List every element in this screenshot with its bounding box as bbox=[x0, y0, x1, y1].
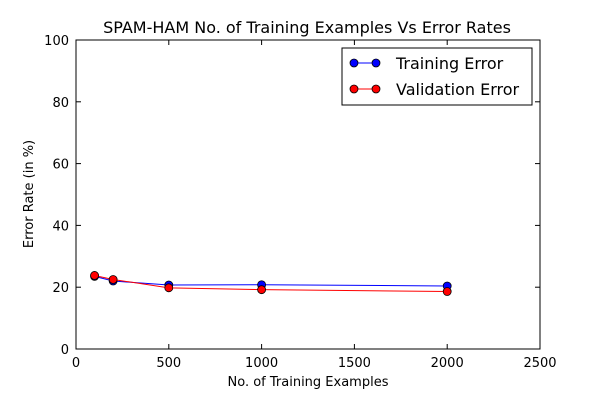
x-tick-label: 0 bbox=[72, 356, 80, 371]
y-tick-label: 80 bbox=[52, 96, 69, 111]
validation-error-legend-marker bbox=[349, 84, 359, 94]
training-error-legend-marker bbox=[371, 58, 381, 68]
validation-error-point bbox=[164, 283, 174, 293]
y-tick-label: 100 bbox=[44, 34, 69, 49]
x-tick-label: 1000 bbox=[245, 356, 278, 371]
validation-error-point bbox=[108, 275, 118, 284]
x-tick-label: 2000 bbox=[431, 356, 464, 371]
validation-error-point bbox=[90, 271, 99, 280]
x-axis: 0 500 1000 1500 2000 2500 bbox=[72, 40, 557, 371]
x-tick-label: 500 bbox=[156, 356, 181, 371]
y-tick-label: 60 bbox=[52, 158, 69, 173]
y-axis: 0 20 40 60 80 100 bbox=[44, 34, 540, 358]
chart-title: SPAM-HAM No. of Training Examples Vs Err… bbox=[103, 18, 511, 37]
validation-error-point bbox=[257, 285, 267, 295]
validation-error-legend-marker bbox=[371, 84, 381, 94]
validation-error-point bbox=[442, 287, 452, 296]
validation-error-legend-label: Validation Error bbox=[396, 80, 520, 99]
x-tick-label: 2500 bbox=[523, 356, 556, 371]
legend: Training Error Validation Error bbox=[341, 47, 533, 106]
series-layer bbox=[90, 271, 452, 296]
y-tick-label: 40 bbox=[52, 219, 69, 234]
legend-frame bbox=[341, 47, 533, 106]
training-error-legend-label: Training Error bbox=[395, 54, 504, 73]
training-error-legend-marker bbox=[349, 58, 359, 68]
x-tick-label: 1500 bbox=[338, 356, 371, 371]
y-tick-label: 0 bbox=[61, 343, 69, 358]
x-axis-label: No. of Training Examples bbox=[228, 375, 389, 390]
y-tick-label: 20 bbox=[52, 281, 69, 296]
y-axis-label: Error Rate (in %) bbox=[22, 140, 37, 248]
